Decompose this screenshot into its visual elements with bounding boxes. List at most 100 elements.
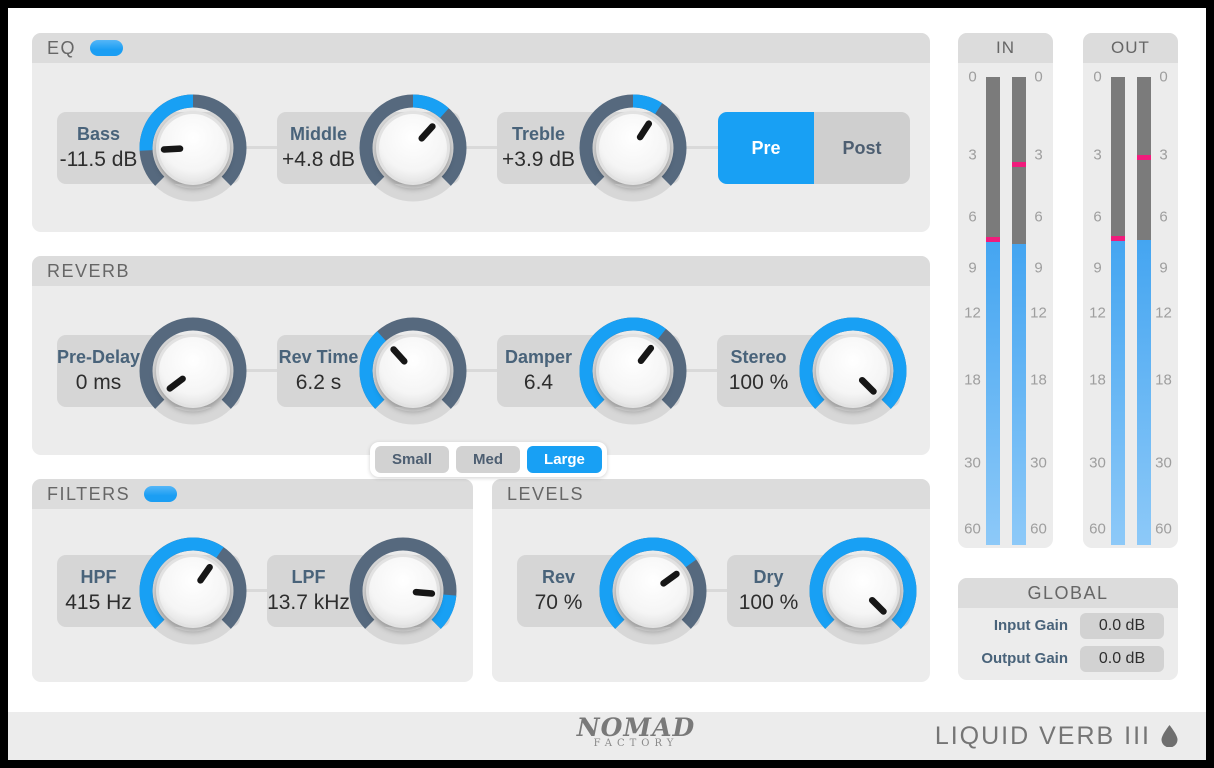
meter-scale-label: 18 [1030,371,1047,389]
connector-line [662,369,722,372]
damper-knob[interactable] [573,311,693,431]
connector-line [687,589,735,592]
output-gain-value[interactable]: 0.0 dB [1080,645,1164,672]
knob-value: 6.2 s [295,371,342,394]
peak-marker [1110,236,1125,242]
room-size-switch: Small Med Large [370,442,607,477]
meter-scale-label: 9 [1093,259,1102,277]
input-gain-label: Input Gain [993,617,1068,634]
meter-scale-label: 18 [1155,371,1172,389]
eq-enable-toggle[interactable] [90,40,124,56]
lpf-knob[interactable] [343,531,463,651]
input-gain-value[interactable]: 0.0 dB [1080,612,1164,639]
meter-scale-right: 0 3 6 9 12 18 30 60 [1154,69,1174,545]
brand-logo: NOMAD FACTORY [561,715,711,749]
product-title-group: LIQUID VERB III [935,712,1178,760]
filters-panel: FILTERS HPF 415 Hz LPF 13.7 kHz [32,479,473,682]
dry-level-knob[interactable] [803,531,923,651]
global-panel: GLOBAL Input Gain 0.0 dB Output Gain 0.0… [958,578,1178,680]
connector-line [227,589,275,592]
filters-header: FILTERS [32,479,473,509]
meter-scale-label: 0 [1159,68,1168,86]
meter-scale-label: 12 [1030,304,1047,322]
brand-subtitle: FACTORY [593,738,679,749]
output-meter-panel: OUT 0 3 6 9 12 18 30 60 0 3 6 9 12 18 30 60 [1083,33,1178,548]
knob-value: 415 Hz [65,591,132,614]
meter-scale-label: 12 [964,304,981,322]
meter-scale-label: 6 [1093,208,1102,226]
middle-knob[interactable] [353,88,473,208]
knob-label: Treble [511,124,566,144]
size-small-button[interactable]: Small [375,446,450,473]
size-med-button[interactable]: Med [456,446,521,473]
levels-title: LEVELS [507,483,585,504]
input-meter-bar-right [1011,77,1026,545]
reverb-panel: REVERB Pre-Delay 0 ms Rev Time 6.2 s Dam… [32,256,930,455]
knob-label: Damper [504,347,573,367]
input-meter-header: IN [958,33,1053,63]
meter-scale-label: 18 [964,371,981,389]
meter-scale-label: 6 [1159,208,1168,226]
bass-knob[interactable] [133,88,253,208]
eq-panel: EQ Bass -11.5 dB Middle +4.8 dB Treble +… [32,33,930,232]
input-gain-row: Input Gain 0.0 dB [958,608,1178,641]
output-meter-title: OUT [1111,38,1150,57]
pre-button[interactable]: Pre [718,112,814,184]
post-button[interactable]: Post [814,112,910,184]
input-meter-bar-left [985,77,1000,545]
peak-marker [1011,162,1026,168]
eq-header: EQ [32,33,930,63]
meter-scale-label: 12 [1089,304,1106,322]
output-meter-bar-right [1136,77,1151,545]
treble-knob[interactable] [573,88,693,208]
predelay-knob[interactable] [133,311,253,431]
meter-scale-label: 12 [1155,304,1172,322]
knob-value: +4.8 dB [282,148,355,171]
meter-scale-label: 0 [1093,68,1102,86]
output-meter-bar-left [1110,77,1125,545]
knob-label: Bass [76,124,121,144]
knob-label: Pre-Delay [56,347,141,367]
meter-scale-label: 9 [968,259,977,277]
knob-value: 13.7 kHz [267,591,350,614]
water-drop-icon [1161,725,1178,747]
connector-line [442,369,502,372]
knob-value: 6.4 [523,371,554,394]
knob-value: 100 % [728,371,789,394]
footer-bar: NOMAD FACTORY LIQUID VERB III [8,712,1206,760]
knob-label: Rev [541,567,576,587]
meter-scale-label: 60 [1155,520,1172,538]
global-title: GLOBAL [1027,582,1109,603]
connector-line [222,369,282,372]
meter-scale-left: 0 3 6 9 12 18 30 60 [1088,69,1108,545]
product-title: LIQUID VERB III [934,721,1151,750]
meter-fill [985,240,1000,545]
knob-value: 70 % [534,591,583,614]
knob-value: -11.5 dB [59,148,138,171]
meter-scale-label: 60 [964,520,981,538]
meter-scale-label: 3 [968,146,977,164]
rev-level-knob[interactable] [593,531,713,651]
meter-scale-label: 30 [1155,454,1172,472]
levels-panel: LEVELS Rev 70 % Dry 100 % [492,479,930,682]
meter-scale-label: 60 [1089,520,1106,538]
filters-title: FILTERS [47,483,131,504]
knob-label: Middle [290,124,347,144]
meter-scale-label: 0 [968,68,977,86]
size-large-button[interactable]: Large [527,446,602,473]
meter-scale-label: 30 [1089,454,1106,472]
meter-scale-label: 3 [1034,146,1043,164]
hpf-knob[interactable] [133,531,253,651]
stereo-knob[interactable] [793,311,913,431]
brand-name: NOMAD [576,713,696,742]
knob-value: +3.9 dB [502,148,575,171]
revtime-knob[interactable] [353,311,473,431]
connector-line [662,146,722,149]
meter-scale-label: 3 [1093,146,1102,164]
filters-enable-toggle[interactable] [144,486,178,502]
meter-scale-left: 0 3 6 9 12 18 30 60 [963,69,983,545]
meter-scale-label: 9 [1034,259,1043,277]
output-meter: 0 3 6 9 12 18 30 60 0 3 6 9 12 18 30 60 [1083,69,1178,545]
global-header: GLOBAL [958,578,1178,608]
